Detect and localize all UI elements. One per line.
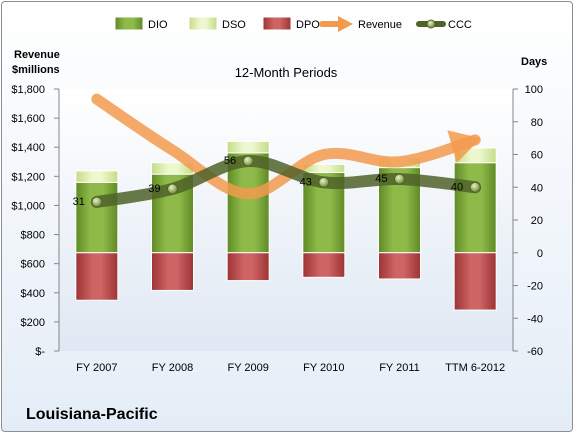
dpo-bar: [453, 252, 497, 311]
dpo-bar: [151, 252, 194, 291]
ccc-data-label: 40: [451, 181, 463, 193]
revenue-line-series: [91, 93, 481, 200]
left-axis-label-line2: $millions: [12, 64, 60, 76]
ccc-data-label: 56: [224, 155, 236, 167]
ccc-point: [167, 183, 178, 195]
left-tick-label: $800: [21, 230, 45, 242]
right-axis-label: Days: [521, 56, 547, 68]
revenue-arrowhead: [447, 130, 481, 163]
right-tick-label: 20: [531, 215, 543, 227]
right-tick-label: 100: [525, 84, 543, 96]
right-tick-label: -40: [527, 313, 543, 325]
legend-label-revenue: Revenue: [358, 19, 402, 31]
x-tick-label: FY 2007: [76, 362, 117, 374]
dio-bar: [453, 162, 497, 254]
ccc-point: [394, 173, 405, 185]
ccc-point: [318, 176, 330, 188]
company-name: Louisiana-Pacific: [26, 406, 158, 423]
right-tick-label: 0: [537, 248, 543, 260]
left-tick-label: $1,400: [11, 142, 45, 154]
right-tick-label: -20: [527, 281, 543, 293]
x-tick-label: FY 2010: [303, 362, 344, 374]
dso-bar: [226, 140, 270, 154]
right-tick-label: -60: [527, 346, 543, 358]
ccc-point: [242, 155, 254, 167]
dpo-bar: [226, 252, 270, 282]
left-tick-label: $200: [21, 317, 45, 329]
ccc-data-label: 43: [300, 176, 312, 188]
right-tick-label: 40: [531, 182, 543, 194]
right-tick-label: 60: [531, 150, 543, 162]
dpo-bar: [75, 252, 119, 301]
legend-swatch-dpo: [262, 16, 292, 31]
ccc-line-series: 31 39 56 43 45 40: [73, 155, 482, 208]
legend-label-dio: DIO: [148, 19, 168, 31]
chart-title: 12-Month Periods: [235, 65, 338, 80]
ccc-point: [91, 196, 103, 208]
ccc-data-label: 45: [375, 173, 387, 185]
legend-label-dso: DSO: [222, 19, 246, 31]
legend-label-ccc: CCC: [448, 19, 472, 31]
ccc-data-label: 39: [148, 183, 160, 195]
revenue-line: [91, 93, 481, 200]
x-tick-label: FY 2008: [152, 362, 193, 374]
x-tick-label: FY 2011: [379, 362, 420, 374]
left-axis-label-line1: Revenue: [14, 49, 60, 61]
x-axis-ticks: FY 2007 FY 2008 FY 2009 FY 2010 FY 2011 TTM 6…: [76, 362, 505, 374]
x-tick-label: TTM 6-2012: [445, 362, 505, 374]
left-axis-ticks: $- $200 $400 $600 $800 $1,000 $1,200 $1,400 $1,6…: [11, 84, 60, 358]
legend-label-dpo: DPO: [296, 19, 320, 31]
legend-arrowhead-revenue: [338, 16, 353, 32]
ccc-point: [469, 181, 481, 193]
legend-swatch-dso: [188, 16, 218, 31]
plot-area: [59, 89, 513, 351]
right-tick-label: 80: [531, 117, 543, 129]
legend-marker-ccc: [426, 19, 436, 29]
left-tick-label: $-: [35, 346, 45, 358]
x-tick-label: FY 2009: [227, 362, 268, 374]
left-tick-label: $1,600: [11, 113, 45, 125]
left-tick-label: $1,000: [11, 200, 45, 212]
left-tick-label: $400: [21, 288, 45, 300]
dio-bar: [75, 181, 119, 254]
left-tick-label: $1,800: [11, 84, 45, 96]
dpo-bar: [302, 252, 346, 278]
left-tick-label: $1,200: [11, 171, 45, 183]
left-tick-label: $600: [21, 259, 45, 271]
dpo-bar: [378, 252, 421, 280]
ccc-data-label: 31: [73, 196, 85, 208]
legend: DIO DSO DPO Revenue CCC: [114, 16, 472, 32]
dso-bar: [75, 170, 119, 183]
legend-swatch-dio: [114, 16, 144, 31]
right-axis-ticks: -60 -40 -20 0 20 40 60 80 100: [512, 84, 543, 358]
bar-series: [75, 140, 497, 311]
